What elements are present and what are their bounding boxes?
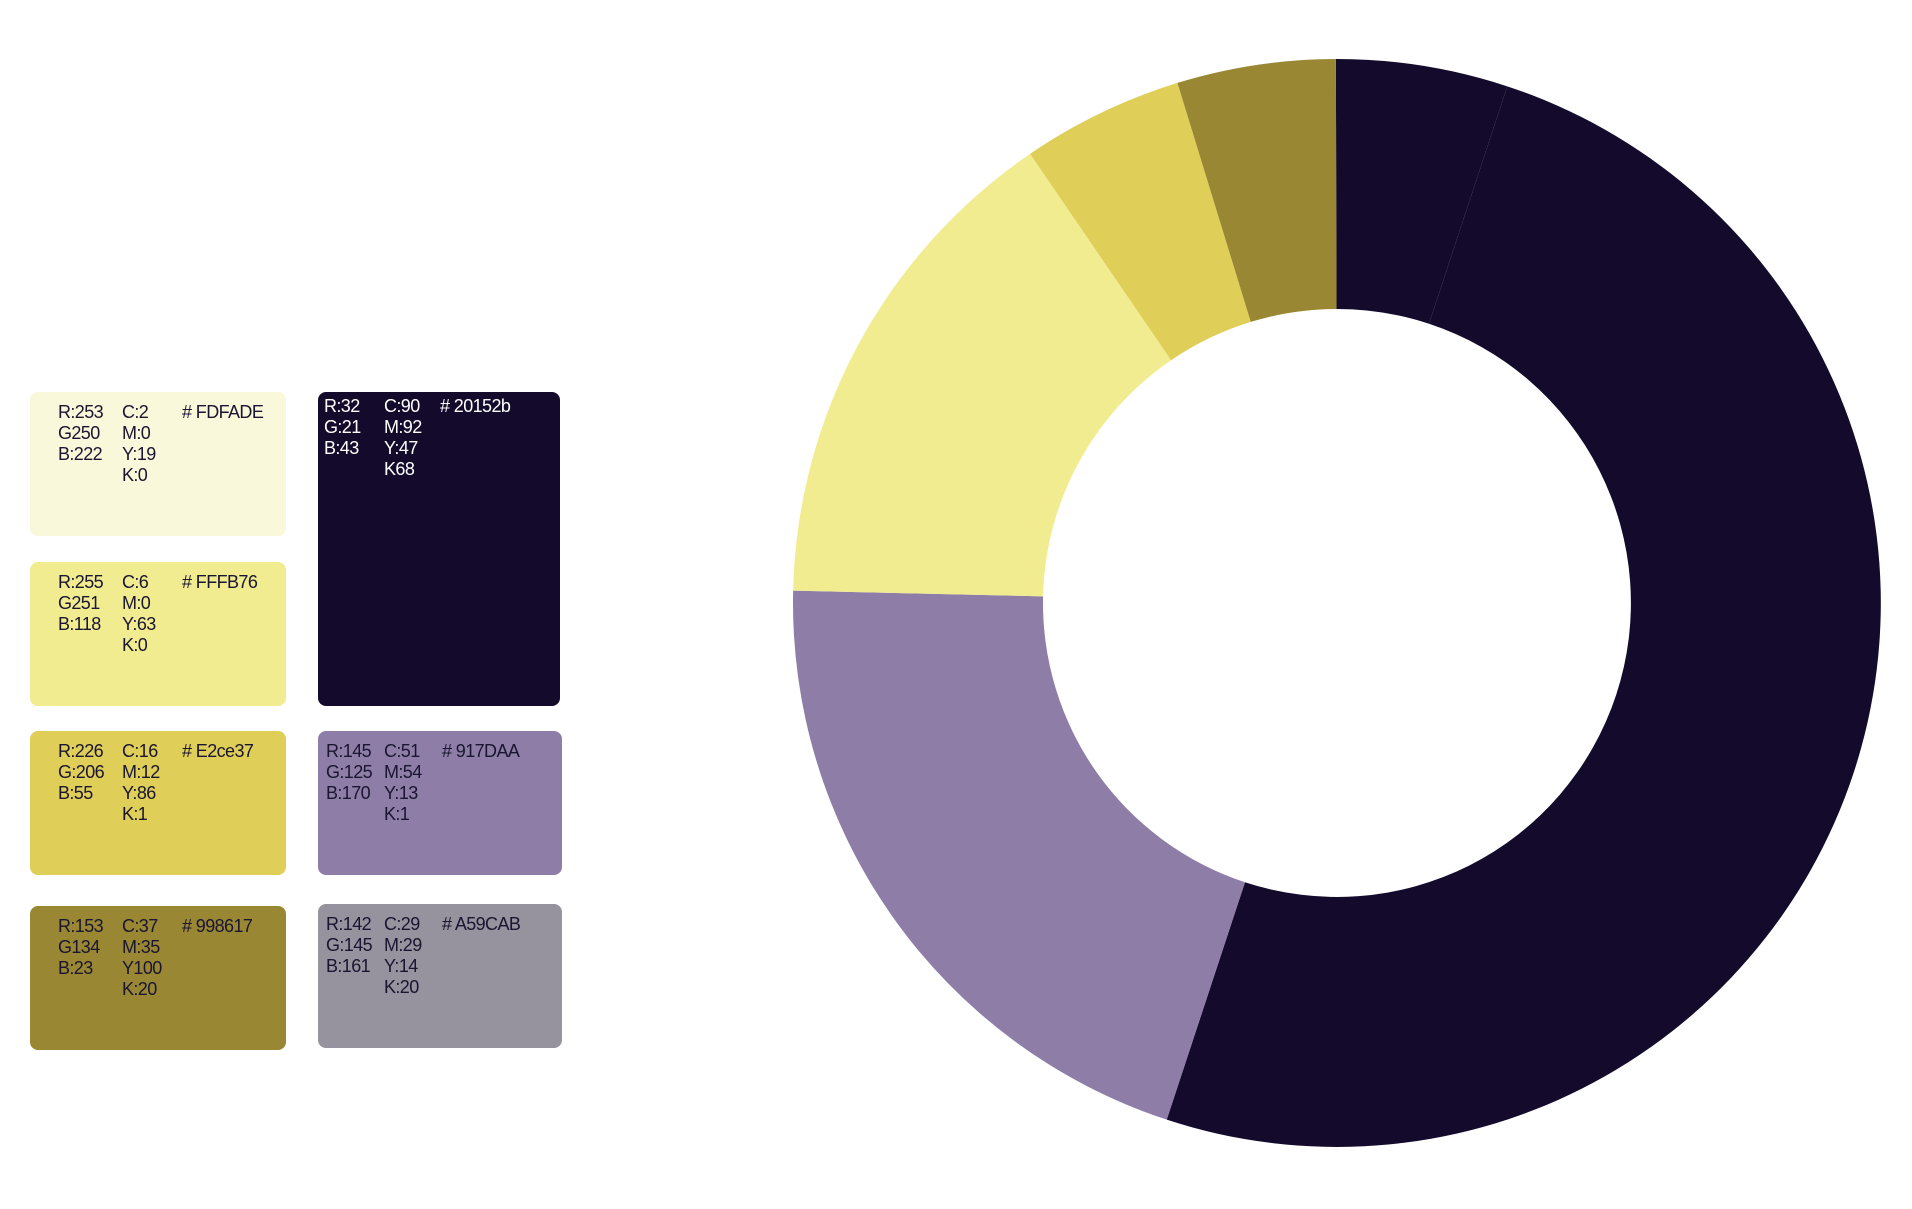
swatch-a59cab: R:142 G:145 B:161 C:29 M:29 Y:14 K:20 # A59CA… [318,904,562,1048]
swatch-rgb: R:253 G250 B:222 [58,402,104,464]
donut-slice-3 [793,153,1172,597]
swatch-rgb: R:255 G251 B:118 [58,572,104,634]
swatch-rgb: R:145 G:125 B:170 [326,741,373,803]
donut-slice-1 [1166,86,1881,1147]
swatch-cmyk: C:29 M:29 Y:14 K:20 [384,914,422,997]
swatch-cmyk: C:51 M:54 Y:13 K:1 [384,741,422,824]
swatch-917daa: R:145 G:125 B:170 C:51 M:54 Y:13 K:1 # 917DAA [318,731,562,875]
swatch-hex: # 20152b [440,396,511,416]
swatch-cmyk: C:90 M:92 Y:47 K68 [384,396,422,479]
swatch-hex: # FFFB76 [182,572,258,592]
swatch-hex: # 917DAA [442,741,520,761]
swatch-cmyk: C:16 M:12 Y:86 K:1 [122,741,160,824]
swatch-fdfade: R:253 G250 B:222 C:2 M:0 Y:19 K:0 # FDFADE [30,392,286,536]
swatch-20152b: R:32 G:21 B:43 C:90 M:92 Y:47 K68 # 20152b [318,392,560,706]
swatch-rgb: R:32 G:21 B:43 [324,396,361,458]
swatch-998617: R:153 G134 B:23 C:37 M:35 Y100 K:20 # 998617 [30,906,286,1050]
donut-slice-4 [1030,82,1251,361]
swatch-cmyk: C:37 M:35 Y100 K:20 [122,916,162,999]
swatch-e2ce37: R:226 G:206 B:55 C:16 M:12 Y:86 K:1 # E2ce37 [30,731,286,875]
donut-slice-2 [793,590,1245,1120]
swatch-hex: # E2ce37 [182,741,254,761]
swatch-rgb: R:226 G:206 B:55 [58,741,105,803]
swatch-fffb76: R:255 G251 B:118 C:6 M:0 Y:63 K:0 # FFFB76 [30,562,286,706]
swatch-cmyk: C:6 M:0 Y:63 K:0 [122,572,156,655]
swatch-cmyk: C:2 M:0 Y:19 K:0 [122,402,156,485]
swatch-hex: # FDFADE [182,402,264,422]
donut-slice-0 [1335,58,1508,324]
swatch-rgb: R:142 G:145 B:161 [326,914,373,976]
swatch-hex: # A59CAB [442,914,521,934]
swatch-hex: # 998617 [182,916,253,936]
donut-slice-5 [1177,59,1337,322]
swatch-rgb: R:153 G134 B:23 [58,916,104,978]
